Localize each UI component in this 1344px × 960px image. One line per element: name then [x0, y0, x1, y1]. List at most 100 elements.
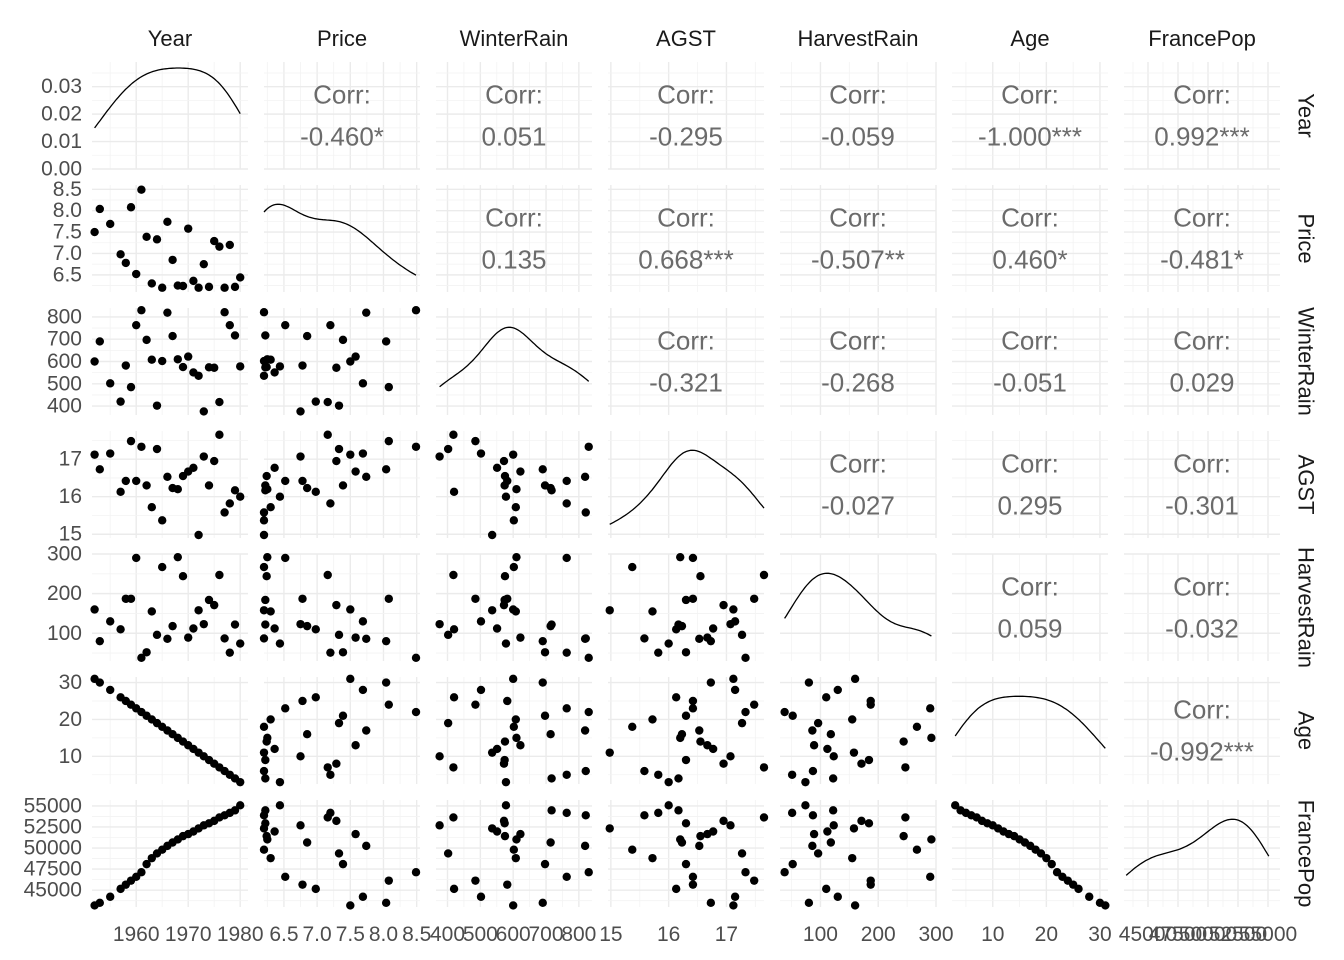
density-curve	[263, 203, 417, 276]
scatter-point	[126, 594, 136, 603]
scatter-point	[695, 634, 704, 644]
x-tick-label: 15	[599, 923, 622, 946]
scatter-point	[381, 465, 391, 474]
corr-label: Corr:	[1173, 80, 1231, 110]
scatter-point	[142, 648, 151, 657]
scatter-point	[384, 876, 393, 885]
scatter-point	[334, 630, 344, 640]
scatter-point	[826, 838, 836, 847]
scatter-point	[147, 355, 156, 364]
scatter-point	[671, 693, 681, 702]
scatter-point	[173, 484, 182, 494]
scatter-point	[204, 595, 214, 605]
scatter-point	[381, 898, 391, 908]
scatter-point	[281, 872, 290, 882]
column-strip-label: Age	[1010, 26, 1049, 51]
scatter-point	[259, 516, 269, 525]
scatter-point	[311, 693, 320, 702]
panel-Age-Year	[92, 677, 248, 784]
scatter-point	[833, 892, 842, 901]
scatter-point	[266, 853, 275, 863]
scatter-point	[311, 884, 320, 894]
scatter-point	[681, 819, 691, 828]
scatter-point	[137, 868, 146, 877]
scatter-point	[106, 219, 115, 229]
scatter-point	[759, 763, 769, 772]
corr-label: Corr:	[657, 80, 715, 110]
scatter-point	[511, 607, 521, 616]
scatter-point	[866, 876, 875, 885]
scatter-point	[236, 362, 245, 371]
scatter-point	[449, 625, 459, 634]
scatter-point	[509, 722, 519, 732]
y-tick-label: 0.02	[41, 103, 82, 126]
scatter-point	[708, 827, 718, 836]
scatter-point	[261, 363, 270, 372]
scatter-point	[116, 487, 125, 497]
scatter-point	[688, 594, 698, 603]
scatter-point	[547, 774, 556, 783]
scatter-point	[298, 361, 307, 370]
scatter-point	[511, 715, 521, 724]
scatter-point	[351, 467, 360, 476]
scatter-point	[158, 562, 167, 572]
scatter-point	[411, 442, 421, 451]
scatter-point	[681, 755, 691, 765]
scatter-point	[696, 831, 705, 841]
scatter-point	[261, 486, 270, 495]
scatter-point	[499, 759, 509, 768]
corr-label: Corr:	[1001, 80, 1059, 110]
scatter-point	[808, 841, 817, 851]
scatter-point	[628, 845, 637, 854]
scatter-point	[302, 838, 312, 847]
scatter-point	[487, 824, 497, 833]
scatter-point	[95, 898, 105, 908]
scatter-point	[628, 722, 637, 732]
scatter-point	[516, 741, 525, 750]
corr-value: 0.051	[481, 122, 546, 152]
panel-Price-FrancePop	[1124, 185, 1280, 292]
scatter-point	[358, 892, 368, 901]
panel-Year-HarvestRain	[780, 62, 937, 170]
corr-value: -0.481*	[1160, 245, 1244, 275]
scatter-point	[671, 884, 681, 894]
scatter-point	[500, 831, 510, 841]
scatter-point	[236, 801, 245, 810]
scatter-point	[126, 203, 136, 212]
scatter-point	[899, 737, 908, 746]
scatter-point	[132, 476, 141, 486]
scatter-point	[137, 306, 146, 315]
scatter-point	[95, 678, 105, 687]
column-strip-label: AGST	[656, 26, 716, 51]
scatter-point	[381, 678, 391, 687]
scatter-point	[275, 801, 285, 810]
y-tick-label: 7.0	[53, 242, 82, 265]
scatter-point	[695, 841, 704, 851]
scatter-point	[142, 232, 151, 241]
scatter-point	[926, 704, 935, 713]
scatter-point	[449, 693, 459, 702]
y-tick-label: 6.5	[53, 263, 82, 286]
scatter-point	[562, 872, 571, 882]
y-tick-label: 52500	[24, 815, 82, 838]
scatter-point	[152, 401, 162, 410]
scatter-point	[275, 777, 285, 787]
scatter-point	[90, 605, 99, 614]
scatter-point	[804, 898, 814, 908]
scatter-point	[225, 499, 234, 508]
scatter-point	[259, 508, 269, 517]
scatter-point	[384, 436, 393, 446]
scatter-point	[95, 204, 105, 214]
scatter-point	[262, 471, 271, 481]
scatter-point	[688, 880, 698, 889]
scatter-point	[640, 811, 649, 820]
scatter-point	[184, 633, 193, 642]
scatter-point	[640, 766, 649, 776]
scatter-point	[230, 806, 240, 815]
scatter-point	[584, 653, 593, 663]
corr-label: Corr:	[1173, 572, 1231, 602]
scatter-point	[323, 397, 332, 407]
scatter-point	[703, 633, 712, 642]
scatter-point	[158, 516, 167, 525]
scatter-point	[580, 726, 590, 735]
